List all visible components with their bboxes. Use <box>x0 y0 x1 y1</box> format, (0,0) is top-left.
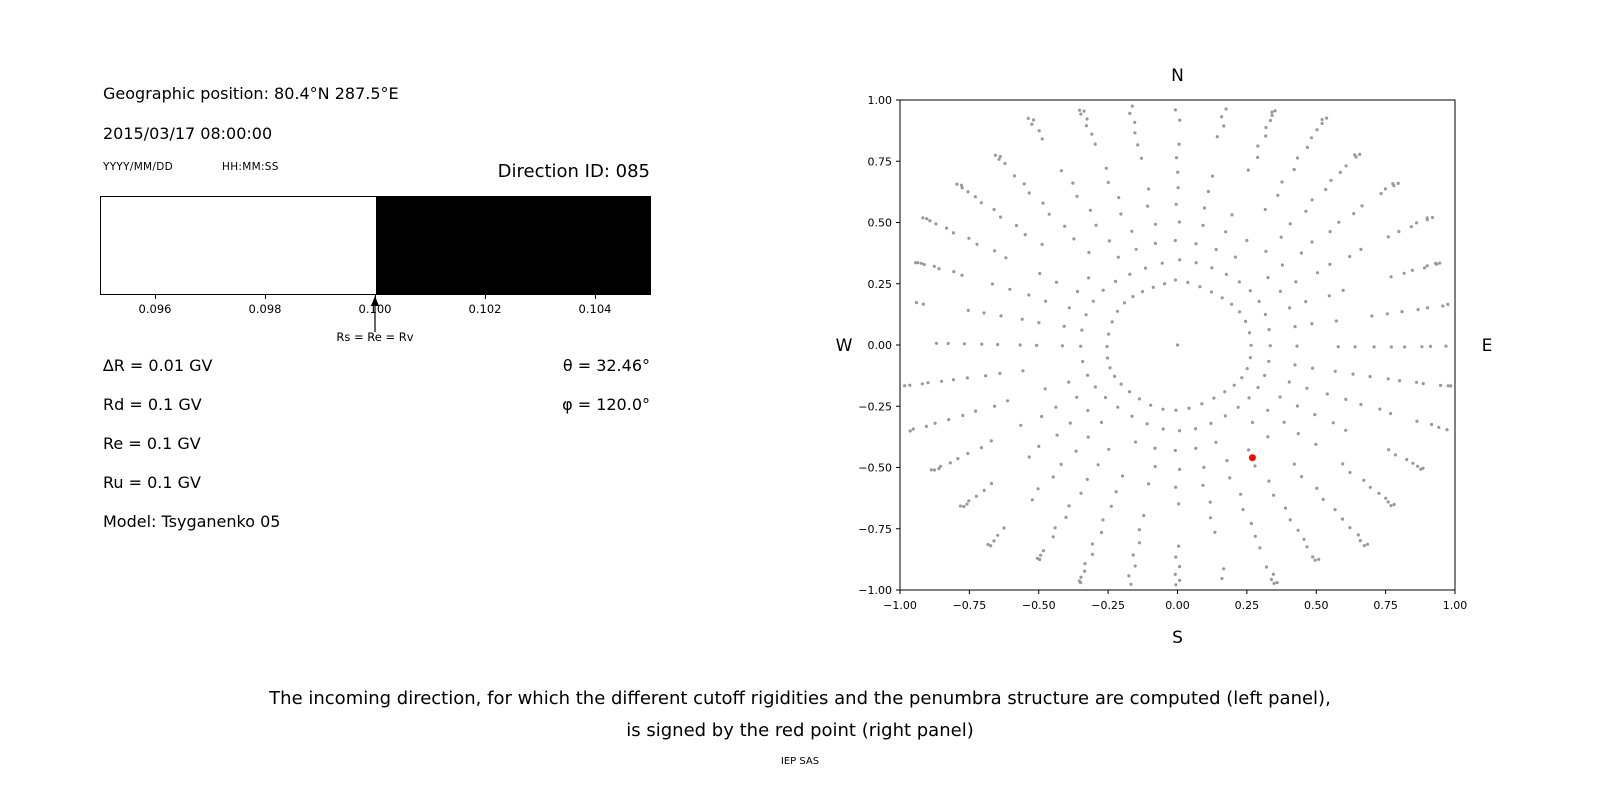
direction-plot: −1.00 −0.75 −0.50 −0.25 0.00 0.25 0.50 0.75 1.00… <box>836 66 1493 648</box>
penumbra-tick <box>264 295 266 299</box>
footer-credit: IEP SAS <box>780 756 820 767</box>
svg-text:−1.00: −1.00 <box>883 599 917 612</box>
selected-direction-point <box>1248 454 1256 462</box>
caption-line-2: is signed by the red point (right panel) <box>626 720 974 741</box>
penumbra-tick-label: 0.096 <box>138 302 172 316</box>
compass-south-label: S <box>1172 628 1183 648</box>
svg-text:0.50: 0.50 <box>868 217 893 230</box>
svg-text:−0.75: −0.75 <box>953 599 987 612</box>
direction-id-label: Direction ID: 085 <box>497 161 650 182</box>
penumbra-bar <box>100 196 651 295</box>
geo-position-text: Geographic position: 80.4°N 287.5°E <box>103 84 399 103</box>
svg-text:−0.75: −0.75 <box>858 523 892 536</box>
svg-text:1.00: 1.00 <box>868 94 893 107</box>
svg-text:0.50: 0.50 <box>1304 599 1329 612</box>
svg-text:−0.25: −0.25 <box>858 400 892 413</box>
caption-line-1: The incoming direction, for which the di… <box>269 688 1331 709</box>
svg-text:0.00: 0.00 <box>1165 599 1190 612</box>
time-format-label: HH:MM:SS <box>222 161 279 173</box>
param-rd: Rd = 0.1 GV <box>103 395 202 414</box>
penumbra-tick <box>484 295 486 299</box>
svg-text:−1.00: −1.00 <box>858 584 892 597</box>
cutoff-arrow-icon <box>371 296 379 332</box>
svg-text:0.00: 0.00 <box>868 339 893 352</box>
cutoff-arrow-label: Rs = Re = Rv <box>336 330 414 344</box>
svg-text:0.25: 0.25 <box>1235 599 1260 612</box>
svg-text:−0.50: −0.50 <box>858 462 892 475</box>
param-delta-r: ∆R = 0.01 GV <box>103 356 213 375</box>
svg-text:0.25: 0.25 <box>868 278 893 291</box>
penumbra-tick <box>594 295 596 299</box>
penumbra-forbidden-region <box>375 197 650 294</box>
param-theta: θ = 32.46° <box>562 356 650 375</box>
penumbra-tick-label: 0.102 <box>468 302 502 316</box>
svg-text:1.00: 1.00 <box>1443 599 1468 612</box>
compass-west-label: W <box>836 336 853 356</box>
penumbra-tick-label: 0.104 <box>578 302 612 316</box>
svg-text:0.75: 0.75 <box>1373 599 1398 612</box>
datetime-text: 2015/03/17 08:00:00 <box>103 124 273 143</box>
direction-grid-dots <box>903 104 1453 587</box>
compass-east-label: E <box>1482 336 1493 356</box>
compass-north-label: N <box>1171 66 1184 86</box>
center-dot <box>1175 343 1180 347</box>
penumbra-tick <box>154 295 156 299</box>
param-re: Re = 0.1 GV <box>103 434 201 453</box>
date-format-label: YYYY/MM/DD <box>103 161 174 173</box>
param-ru: Ru = 0.1 GV <box>103 473 201 492</box>
x-axis-ticks: −1.00 −0.75 −0.50 −0.25 0.00 0.25 0.50 0.75 1.00 <box>883 590 1467 612</box>
param-model: Model: Tsyganenko 05 <box>103 512 281 531</box>
penumbra-tick-label: 0.098 <box>248 302 282 316</box>
param-phi: φ = 120.0° <box>562 395 650 414</box>
y-axis-ticks: −1.00 −0.75 −0.50 −0.25 0.00 0.25 0.50 0.75 1.00 <box>858 94 900 597</box>
svg-text:−0.50: −0.50 <box>1022 599 1056 612</box>
svg-text:−0.25: −0.25 <box>1091 599 1125 612</box>
svg-text:0.75: 0.75 <box>868 155 893 168</box>
